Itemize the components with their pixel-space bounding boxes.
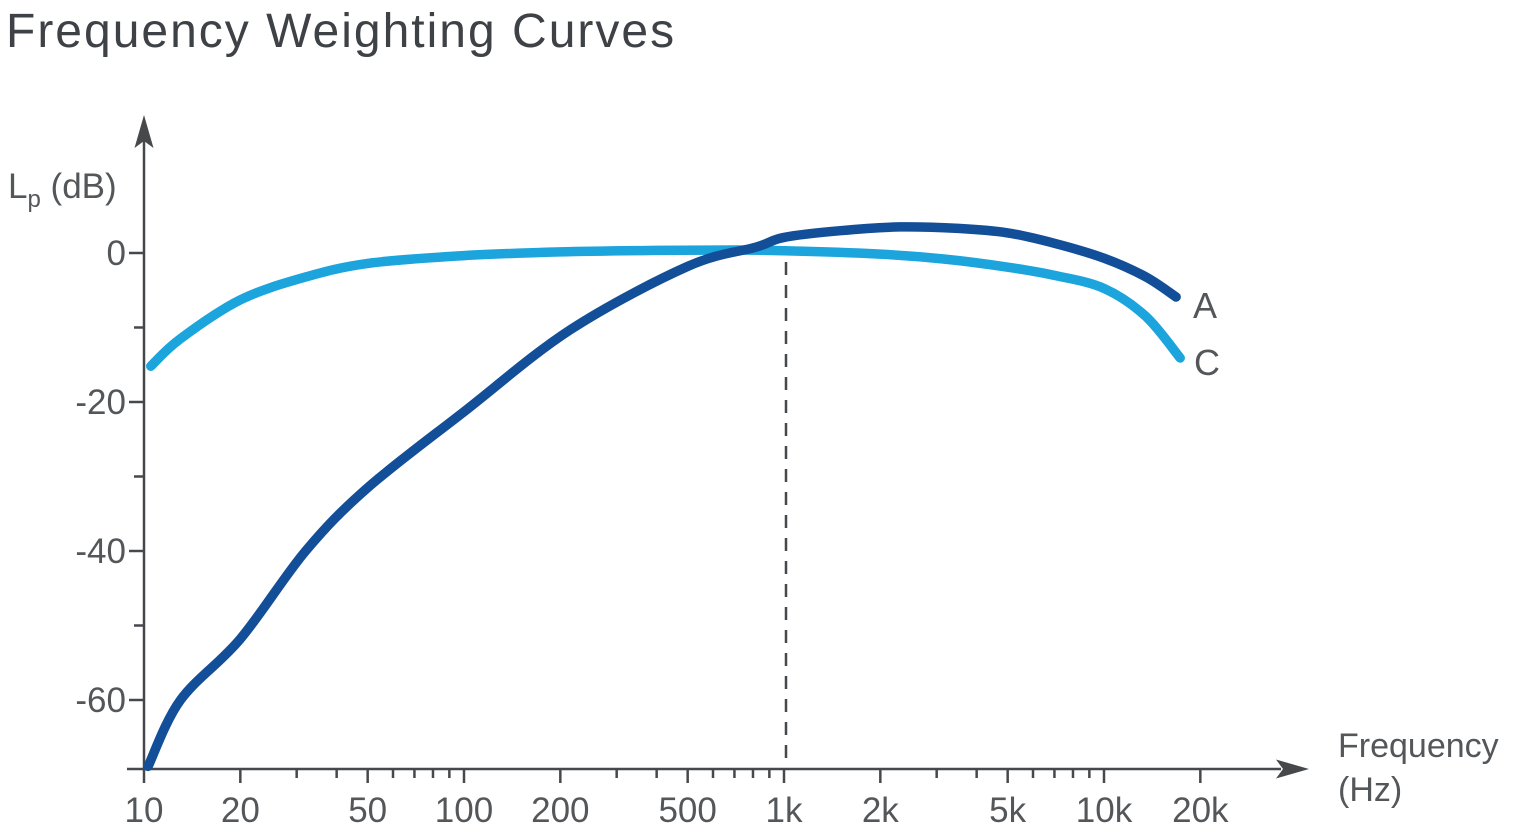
- weighting-curve-a: [143, 222, 1181, 772]
- x-axis-label-line2: (Hz): [1338, 771, 1402, 809]
- x-tick-label: 50: [348, 791, 387, 830]
- x-tick-label: 1k: [766, 791, 803, 830]
- axes: [127, 115, 1309, 779]
- y-ticks-group: 0 -20 -40 -60: [75, 234, 144, 720]
- x-axis-label-line1: Frequency: [1338, 727, 1499, 765]
- x-tick-label: 5k: [989, 791, 1026, 830]
- y-tick-label: -60: [75, 681, 126, 720]
- x-tick-label: 200: [531, 791, 589, 830]
- y-tick-label: -20: [75, 383, 126, 422]
- x-ticks-group: 10 20 50 100 200 500 1k 2k 5k 10k 20k: [125, 769, 1229, 830]
- x-tick-label: 20k: [1172, 791, 1229, 830]
- weighting-curve-c: [146, 245, 1185, 371]
- series-label-a: A: [1193, 285, 1217, 326]
- y-axis-label: Lp (dB): [8, 167, 117, 213]
- x-tick-label: 500: [658, 791, 716, 830]
- x-tick-label: 10k: [1076, 791, 1133, 830]
- x-tick-label: 10: [125, 791, 164, 830]
- x-axis-arrow-icon: [1276, 759, 1309, 779]
- y-tick-label: 0: [107, 234, 126, 273]
- y-axis-label-subscript: p: [27, 186, 40, 213]
- series-label-c: C: [1194, 342, 1220, 383]
- x-tick-label: 100: [435, 791, 493, 830]
- chart-title: Frequency Weighting Curves: [6, 5, 676, 58]
- x-tick-label: 20: [221, 791, 260, 830]
- x-tick-label: 2k: [862, 791, 899, 830]
- y-tick-label: -40: [75, 532, 126, 571]
- y-axis-label-unit: (dB): [41, 167, 117, 206]
- y-axis-label-symbol: L: [8, 167, 27, 206]
- curves-group: [143, 222, 1185, 772]
- y-axis-arrow-icon: [134, 115, 154, 148]
